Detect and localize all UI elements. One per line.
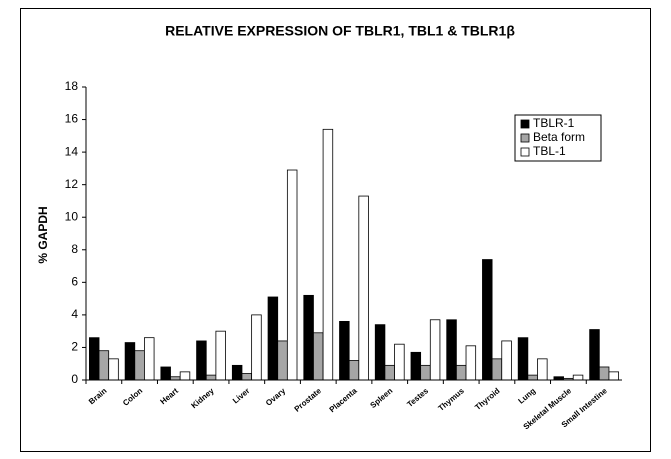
- bar: [374, 324, 386, 381]
- bar: [482, 259, 493, 381]
- bar: [339, 320, 350, 381]
- bar: [429, 319, 441, 381]
- bar: [420, 364, 431, 381]
- chart-title: RELATIVE EXPRESSION OF TBLR1, TBL1 & TBL…: [165, 23, 515, 39]
- bar: [88, 337, 100, 381]
- y-tick-label: 4: [71, 307, 78, 321]
- bar: [286, 169, 298, 381]
- bar: [537, 358, 548, 381]
- y-tick-label: 0: [71, 372, 78, 386]
- y-tick-label: 12: [65, 177, 79, 191]
- bar: [384, 364, 395, 381]
- bar: [251, 314, 262, 381]
- bar: [410, 351, 422, 381]
- bar: [231, 364, 243, 381]
- legend-label: TBL-1: [533, 144, 566, 158]
- y-tick-label: 6: [71, 275, 78, 289]
- bar: [267, 296, 279, 381]
- legend-label: TBLR-1: [533, 116, 575, 130]
- bar: [108, 358, 119, 381]
- y-tick-label: 14: [65, 144, 79, 158]
- bar: [322, 128, 334, 381]
- legend-label: Beta form: [533, 130, 585, 144]
- bar: [134, 350, 145, 381]
- bar: [527, 374, 538, 381]
- bar: [455, 364, 467, 381]
- legend-swatch: [520, 119, 530, 129]
- bar: [446, 319, 457, 381]
- bar: [589, 329, 600, 381]
- y-axis-label: % GAPDH: [36, 206, 50, 263]
- bar: [394, 343, 405, 381]
- bar: [215, 330, 226, 381]
- legend-swatch: [520, 133, 530, 143]
- bar: [241, 373, 253, 381]
- bar: [348, 360, 360, 381]
- bar: [98, 350, 110, 381]
- bar: [179, 371, 191, 381]
- bar: [205, 374, 217, 381]
- y-tick-label: 18: [65, 79, 79, 93]
- bar: [598, 366, 610, 381]
- chart-border: [20, 8, 651, 452]
- bar: [144, 337, 155, 381]
- bar: [501, 340, 512, 381]
- bar: [196, 340, 207, 381]
- legend-swatch: [520, 147, 530, 157]
- bar: [160, 366, 171, 381]
- bar: [608, 371, 620, 381]
- bar: [491, 358, 503, 381]
- bar: [572, 374, 584, 381]
- y-tick-label: 16: [65, 112, 79, 126]
- y-tick-label: 8: [71, 242, 78, 256]
- bar: [303, 294, 314, 381]
- bar: [277, 340, 288, 381]
- bar: [313, 332, 324, 381]
- bar: [517, 337, 529, 381]
- bar: [465, 345, 477, 381]
- y-tick-label: 10: [65, 209, 79, 223]
- bar: [124, 342, 136, 381]
- y-tick-label: 2: [71, 340, 78, 354]
- bar: [358, 195, 369, 381]
